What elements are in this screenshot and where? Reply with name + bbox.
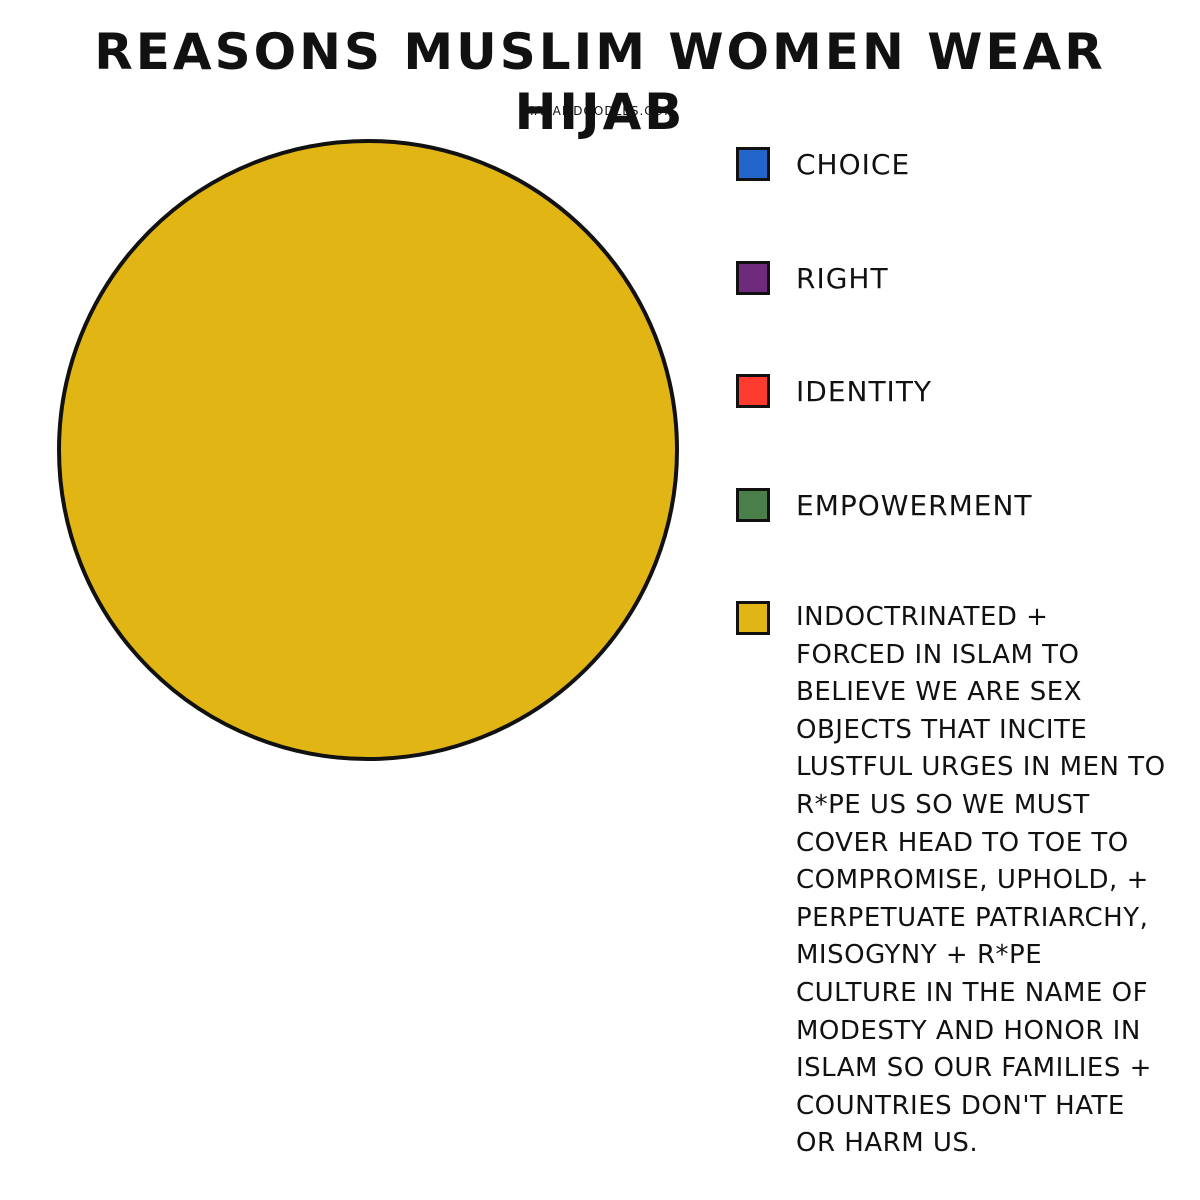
legend-swatch-identity bbox=[736, 374, 770, 408]
legend-label-identity: Identity bbox=[796, 375, 933, 408]
chart-subtitle: haramdoodles.com bbox=[524, 104, 676, 118]
legend-swatch-indoctrinated bbox=[736, 601, 770, 635]
legend-label-indoctrinated: Indoctrinated + forced in Islam to belie… bbox=[796, 602, 1166, 1159]
chart-title: Reasons Muslim Women Wear Hijab bbox=[94, 23, 1106, 141]
legend-label-choice: Choice bbox=[796, 148, 911, 181]
pie-slice-indoctrinated bbox=[57, 139, 679, 761]
legend-label-right: Right bbox=[796, 262, 889, 295]
legend-swatch-empowerment bbox=[736, 488, 770, 522]
legend-swatch-right bbox=[736, 261, 770, 295]
legend-swatch-choice bbox=[736, 147, 770, 181]
legend-label-empowerment: Empowerment bbox=[796, 489, 1033, 522]
